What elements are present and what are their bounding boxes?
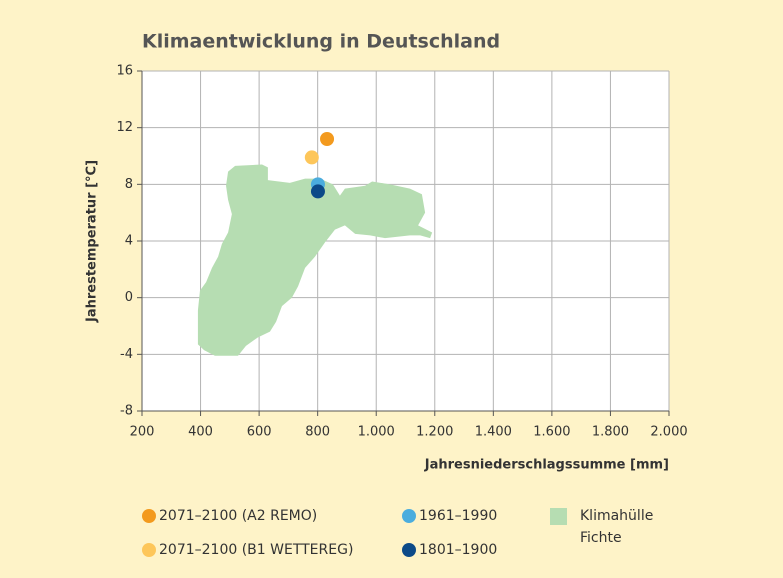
x-axis-title: Jahresniederschlagssumme [mm] <box>424 458 669 473</box>
legend-swatch <box>402 509 416 523</box>
legend-label: 2071–2100 (A2 REMO) <box>159 508 318 524</box>
scatter-point <box>310 184 325 199</box>
legend-swatch <box>142 543 156 557</box>
climate-envelope <box>197 164 433 356</box>
x-tick-label: 1.000 <box>358 425 395 440</box>
y-tick-label: 8 <box>125 177 133 192</box>
y-tick-label: 16 <box>116 64 133 79</box>
x-tick-label: 1.200 <box>416 425 453 440</box>
scatter-point <box>304 150 319 165</box>
x-tick-label: 1.600 <box>533 425 570 440</box>
y-tick-label: 4 <box>125 234 133 249</box>
legend-swatch <box>550 508 567 525</box>
scatter-point <box>320 132 335 146</box>
y-tick-label: -8 <box>120 404 133 419</box>
y-axis-title: Jahrestemperatur [°C] <box>85 160 100 323</box>
x-tick-label: 1.800 <box>592 425 629 440</box>
x-tick-label: 600 <box>247 425 272 440</box>
x-tick-label: 2.000 <box>650 425 687 440</box>
legend-label: 1801–1900 <box>419 542 498 558</box>
x-tick-label: 200 <box>130 425 155 440</box>
y-tick-label: 0 <box>125 290 133 305</box>
y-tick-label: -4 <box>120 347 133 362</box>
legend-item: 1801–1900 <box>402 539 497 561</box>
x-tick-label: 1.400 <box>475 425 512 440</box>
chart-title: Klimaentwicklung in Deutschland <box>142 31 500 53</box>
x-tick-label: 400 <box>188 425 213 440</box>
legend-label: 2071–2100 (B1 WETTEREG) <box>159 542 354 558</box>
legend-item: Klimahülle Fichte <box>550 505 670 549</box>
legend-item: 1961–1990 <box>402 505 497 527</box>
legend-item: 2071–2100 (A2 REMO) <box>142 505 317 527</box>
marks <box>197 132 433 356</box>
legend-label: 1961–1990 <box>419 508 498 524</box>
y-tick-label: 12 <box>116 120 133 135</box>
legend-label: Klimahülle Fichte <box>580 508 654 546</box>
legend-swatch <box>402 543 416 557</box>
legend-item: 2071–2100 (B1 WETTEREG) <box>142 539 353 561</box>
x-tick-label: 800 <box>305 425 330 440</box>
legend-swatch <box>142 509 156 523</box>
